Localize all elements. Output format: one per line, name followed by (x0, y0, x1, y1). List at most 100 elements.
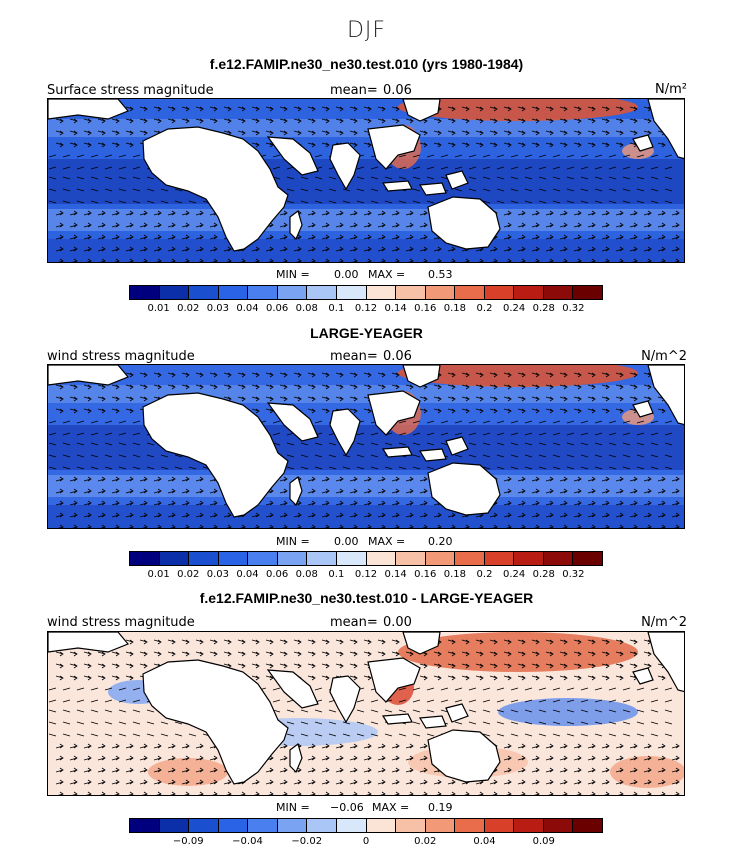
colorbar-swatch (514, 819, 544, 832)
colorbar-swatch (307, 286, 337, 299)
panel-3-variable-label: wind stress magnitude (47, 615, 195, 630)
colorbar-tick-label: −0.04 (232, 836, 263, 847)
colorbar-swatch (248, 552, 278, 565)
panel-2-max-value: 0.20 (428, 535, 453, 548)
panel-2-map (47, 364, 685, 529)
colorbar-tick-label: 0.24 (502, 303, 526, 314)
panel-2-variable-label: wind stress magnitude (47, 349, 195, 364)
colorbar-tick-label: 0.14 (384, 569, 407, 580)
panel-3-units: N/m^2 (641, 615, 687, 630)
colorbar-tick-label: 0 (362, 836, 370, 847)
colorbar-swatch (248, 819, 278, 832)
colorbar-tick-label: −0.02 (291, 836, 323, 847)
colorbar-swatch (484, 819, 515, 832)
colorbar-swatch (573, 552, 602, 565)
season-title: DJF (346, 18, 387, 43)
panel-1-max-value: 0.53 (428, 268, 453, 281)
colorbar-swatch (366, 552, 397, 565)
colorbar-tick-label: 0.1 (328, 569, 345, 580)
colorbar-tick-label: 0.08 (295, 303, 318, 314)
colorbar-tick-label: 0.12 (354, 303, 378, 314)
colorbar-tick-label: 0.04 (236, 303, 259, 314)
colorbar-swatch (159, 286, 190, 299)
colorbar-swatch (514, 552, 544, 565)
colorbar-swatch (455, 552, 485, 565)
panel-3-mean-value: 0.00 (383, 615, 412, 630)
colorbar-swatch (543, 819, 574, 832)
colorbar-swatch (307, 552, 337, 565)
colorbar-swatch (218, 819, 249, 832)
colorbar-swatch (543, 286, 574, 299)
colorbar-swatch (159, 819, 190, 832)
panel-2-colorbar-ticks: 0.01 0.02 0.03 0.04 0.06 0.08 0.1 0.12 0.14 0.16 0… (129, 569, 603, 583)
colorbar-tick-label: 0.03 (206, 303, 230, 314)
panel-1-units: N/m² (655, 82, 687, 97)
colorbar-swatch (396, 286, 426, 299)
panel-2-colorbar (129, 551, 603, 566)
colorbar-swatch (218, 286, 249, 299)
colorbar-swatch (396, 819, 426, 832)
colorbar-swatch (159, 552, 190, 565)
panel-3-colorbar-ticks: −0.09 −0.04 −0.02 0 0.02 0.04 0.09 (129, 836, 603, 850)
colorbar-tick-label: 0.18 (443, 303, 467, 314)
colorbar-swatch (455, 819, 485, 832)
colorbar-swatch (425, 286, 456, 299)
colorbar-swatch (514, 286, 544, 299)
colorbar-swatch (130, 552, 160, 565)
colorbar-swatch (484, 552, 515, 565)
colorbar-swatch (425, 552, 456, 565)
colorbar-tick-label: 0.04 (473, 836, 496, 847)
panel-3-min-value: −0.06 (330, 801, 364, 814)
colorbar-tick-label: 0.24 (502, 569, 526, 580)
panel-3-map-svg (48, 632, 684, 795)
colorbar-tick-label: 0.03 (206, 569, 230, 580)
colorbar-swatch (336, 286, 367, 299)
panel-3-min-label: MIN = (276, 801, 310, 814)
colorbar-tick-label: 0.06 (265, 303, 289, 314)
colorbar-tick-label: 0.16 (414, 303, 437, 314)
panel-1-title: f.e12.FAMIP.ne30_ne30.test.010 (yrs 1980… (209, 56, 524, 72)
colorbar-swatch (248, 286, 278, 299)
panel-1-map (47, 98, 685, 263)
colorbar-swatch (130, 819, 160, 832)
colorbar-tick-label: 0.01 (147, 303, 170, 314)
panel-3-max-value: 0.19 (428, 801, 453, 814)
colorbar-tick-label: 0.14 (384, 303, 407, 314)
colorbar-tick-label: 0.28 (532, 569, 555, 580)
colorbar-tick-label: 0.1 (328, 303, 345, 314)
panel-2-units: N/m^2 (641, 349, 687, 364)
colorbar-tick-label: 0.28 (532, 303, 555, 314)
colorbar-tick-label: 0.16 (414, 569, 437, 580)
panel-1-max-label: MAX = (368, 268, 406, 281)
panel-2-title: LARGE-YEAGER (310, 325, 423, 341)
colorbar-swatch (366, 819, 397, 832)
colorbar-tick-label: 0.06 (265, 569, 289, 580)
colorbar-swatch (573, 286, 602, 299)
panel-1-colorbar (129, 285, 603, 300)
panel-2-mean-label: mean= (330, 349, 378, 364)
panel-1-colorbar-ticks: 0.01 0.02 0.03 0.04 0.06 0.08 0.1 0.12 0.14 0.16 0… (129, 303, 603, 317)
colorbar-swatch (277, 552, 308, 565)
colorbar-tick-label: 0.32 (562, 303, 585, 314)
panel-1-mean-value: 0.06 (383, 83, 412, 98)
colorbar-swatch (455, 286, 485, 299)
panel-1-min-value: 0.00 (334, 268, 359, 281)
colorbar-tick-label: 0.02 (177, 569, 200, 580)
panel-1-min-label: MIN = (276, 268, 310, 281)
colorbar-swatch (277, 819, 308, 832)
colorbar-swatch (189, 552, 219, 565)
colorbar-swatch (189, 286, 219, 299)
colorbar-tick-label: 0.01 (147, 569, 170, 580)
colorbar-swatch (484, 286, 515, 299)
colorbar-tick-label: 0.12 (354, 569, 378, 580)
colorbar-swatch (218, 552, 249, 565)
colorbar-tick-label: 0.08 (295, 569, 318, 580)
colorbar-tick-label: 0.02 (177, 303, 200, 314)
panel-1-mean-label: mean= (330, 83, 378, 98)
colorbar-tick-label: 0.32 (562, 569, 585, 580)
colorbar-swatch (543, 552, 574, 565)
colorbar-swatch (277, 286, 308, 299)
colorbar-swatch (336, 552, 367, 565)
colorbar-swatch (425, 819, 456, 832)
colorbar-tick-label: 0.02 (414, 836, 437, 847)
